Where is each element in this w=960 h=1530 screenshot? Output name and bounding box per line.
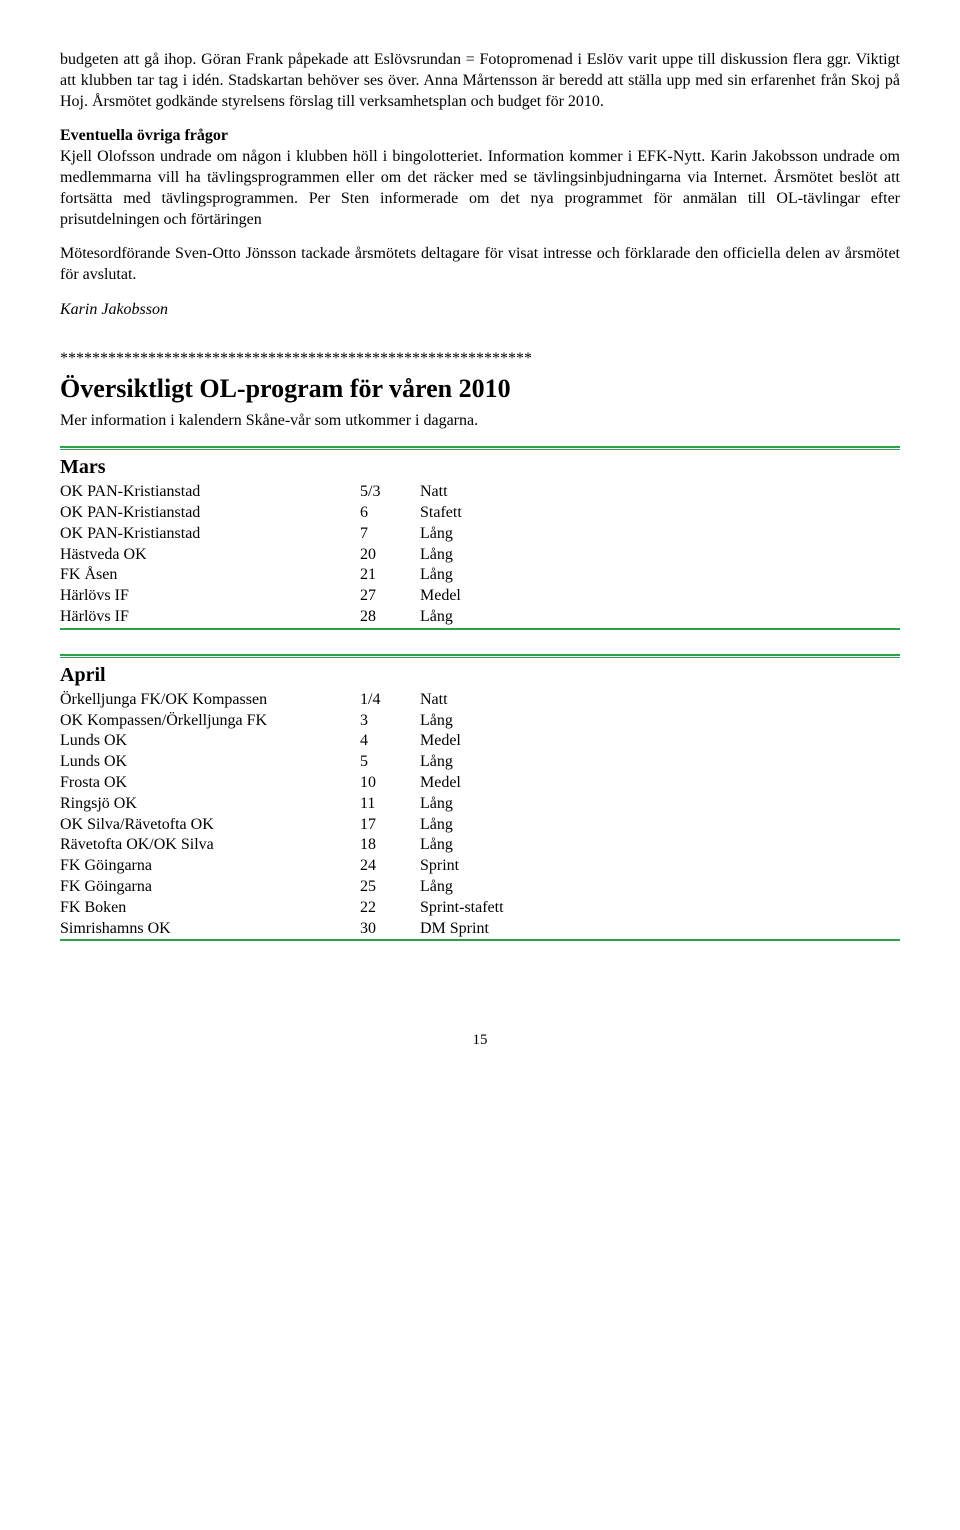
cell-date: 28 (360, 607, 420, 628)
cell-club: OK Kompassen/Örkelljunga FK (60, 711, 360, 732)
cell-type: Medel (420, 773, 580, 794)
table-row: Frosta OK10Medel (60, 773, 580, 794)
cell-date: 4 (360, 731, 420, 752)
cell-club: FK Göingarna (60, 877, 360, 898)
table-row: Lunds OK5Lång (60, 752, 580, 773)
cell-date: 6 (360, 503, 420, 524)
table-row: Rävetofta OK/OK Silva18Lång (60, 835, 580, 856)
table-row: OK PAN-Kristianstad5/3Natt (60, 482, 580, 503)
mars-table-wrap: Mars OK PAN-Kristianstad5/3NattOK PAN-Kr… (60, 446, 900, 630)
separator-stars: ****************************************… (60, 349, 900, 370)
cell-club: FK Göingarna (60, 856, 360, 877)
april-schedule-table: Örkelljunga FK/OK Kompassen1/4NattOK Kom… (60, 690, 580, 940)
cell-type: Sprint-stafett (420, 898, 580, 919)
cell-date: 5 (360, 752, 420, 773)
cell-date: 11 (360, 794, 420, 815)
table-row: OK Kompassen/Örkelljunga FK3Lång (60, 711, 580, 732)
cell-date: 30 (360, 919, 420, 940)
cell-club: Lunds OK (60, 752, 360, 773)
cell-type: Lång (420, 815, 580, 836)
table-row: Härlövs IF28Lång (60, 607, 580, 628)
cell-club: OK PAN-Kristianstad (60, 524, 360, 545)
program-subline: Mer information i kalendern Skåne-vår so… (60, 411, 900, 432)
cell-club: Härlövs IF (60, 586, 360, 607)
table-row: Örkelljunga FK/OK Kompassen1/4Natt (60, 690, 580, 711)
cell-date: 1/4 (360, 690, 420, 711)
paragraph-1: budgeten att gå ihop. Göran Frank påpeka… (60, 50, 900, 112)
table-row: Härlövs IF27Medel (60, 586, 580, 607)
cell-date: 18 (360, 835, 420, 856)
page-number: 15 (60, 1031, 900, 1051)
cell-date: 22 (360, 898, 420, 919)
cell-club: OK Silva/Rävetofta OK (60, 815, 360, 836)
paragraph-3: Mötesordförande Sven-Otto Jönsson tackad… (60, 244, 900, 286)
cell-type: Lång (420, 607, 580, 628)
cell-club: Ringsjö OK (60, 794, 360, 815)
table-row: OK PAN-Kristianstad7Lång (60, 524, 580, 545)
month-heading-mars: Mars (60, 454, 900, 480)
cell-club: Hästveda OK (60, 545, 360, 566)
cell-date: 10 (360, 773, 420, 794)
cell-date: 24 (360, 856, 420, 877)
april-table-wrap: April Örkelljunga FK/OK Kompassen1/4Natt… (60, 654, 900, 942)
cell-type: Lång (420, 794, 580, 815)
table-row: FK Boken22Sprint-stafett (60, 898, 580, 919)
cell-type: Lång (420, 752, 580, 773)
cell-club: FK Boken (60, 898, 360, 919)
cell-type: Stafett (420, 503, 580, 524)
cell-type: Lång (420, 711, 580, 732)
cell-type: DM Sprint (420, 919, 580, 940)
cell-type: Medel (420, 586, 580, 607)
cell-club: FK Åsen (60, 565, 360, 586)
cell-date: 17 (360, 815, 420, 836)
cell-club: Rävetofta OK/OK Silva (60, 835, 360, 856)
table-row: FK Göingarna24Sprint (60, 856, 580, 877)
program-title: Översiktligt OL-program för våren 2010 (60, 372, 900, 406)
month-heading-april: April (60, 662, 900, 688)
cell-date: 27 (360, 586, 420, 607)
table-row: FK Åsen21Lång (60, 565, 580, 586)
cell-type: Lång (420, 877, 580, 898)
paragraph-2-body: Kjell Olofsson undrade om någon i klubbe… (60, 148, 900, 227)
author-name: Karin Jakobsson (60, 300, 900, 321)
cell-date: 7 (360, 524, 420, 545)
cell-club: OK PAN-Kristianstad (60, 482, 360, 503)
table-row: Ringsjö OK11Lång (60, 794, 580, 815)
table-row: OK Silva/Rävetofta OK17Lång (60, 815, 580, 836)
cell-club: Lunds OK (60, 731, 360, 752)
cell-date: 3 (360, 711, 420, 732)
cell-type: Medel (420, 731, 580, 752)
cell-type: Sprint (420, 856, 580, 877)
cell-type: Natt (420, 690, 580, 711)
cell-club: Härlövs IF (60, 607, 360, 628)
cell-club: Örkelljunga FK/OK Kompassen (60, 690, 360, 711)
cell-club: OK PAN-Kristianstad (60, 503, 360, 524)
table-row: Simrishamns OK30DM Sprint (60, 919, 580, 940)
cell-date: 5/3 (360, 482, 420, 503)
cell-club: Simrishamns OK (60, 919, 360, 940)
cell-type: Lång (420, 835, 580, 856)
cell-type: Lång (420, 565, 580, 586)
cell-type: Natt (420, 482, 580, 503)
paragraph-2-heading: Eventuella övriga frågor (60, 127, 228, 144)
cell-date: 25 (360, 877, 420, 898)
paragraph-2: Eventuella övriga frågor Kjell Olofsson … (60, 126, 900, 230)
mars-schedule-table: OK PAN-Kristianstad5/3NattOK PAN-Kristia… (60, 482, 580, 628)
cell-date: 21 (360, 565, 420, 586)
cell-type: Lång (420, 545, 580, 566)
cell-club: Frosta OK (60, 773, 360, 794)
table-row: Hästveda OK20Lång (60, 545, 580, 566)
cell-date: 20 (360, 545, 420, 566)
table-row: OK PAN-Kristianstad6Stafett (60, 503, 580, 524)
cell-type: Lång (420, 524, 580, 545)
table-row: Lunds OK4Medel (60, 731, 580, 752)
table-row: FK Göingarna25Lång (60, 877, 580, 898)
